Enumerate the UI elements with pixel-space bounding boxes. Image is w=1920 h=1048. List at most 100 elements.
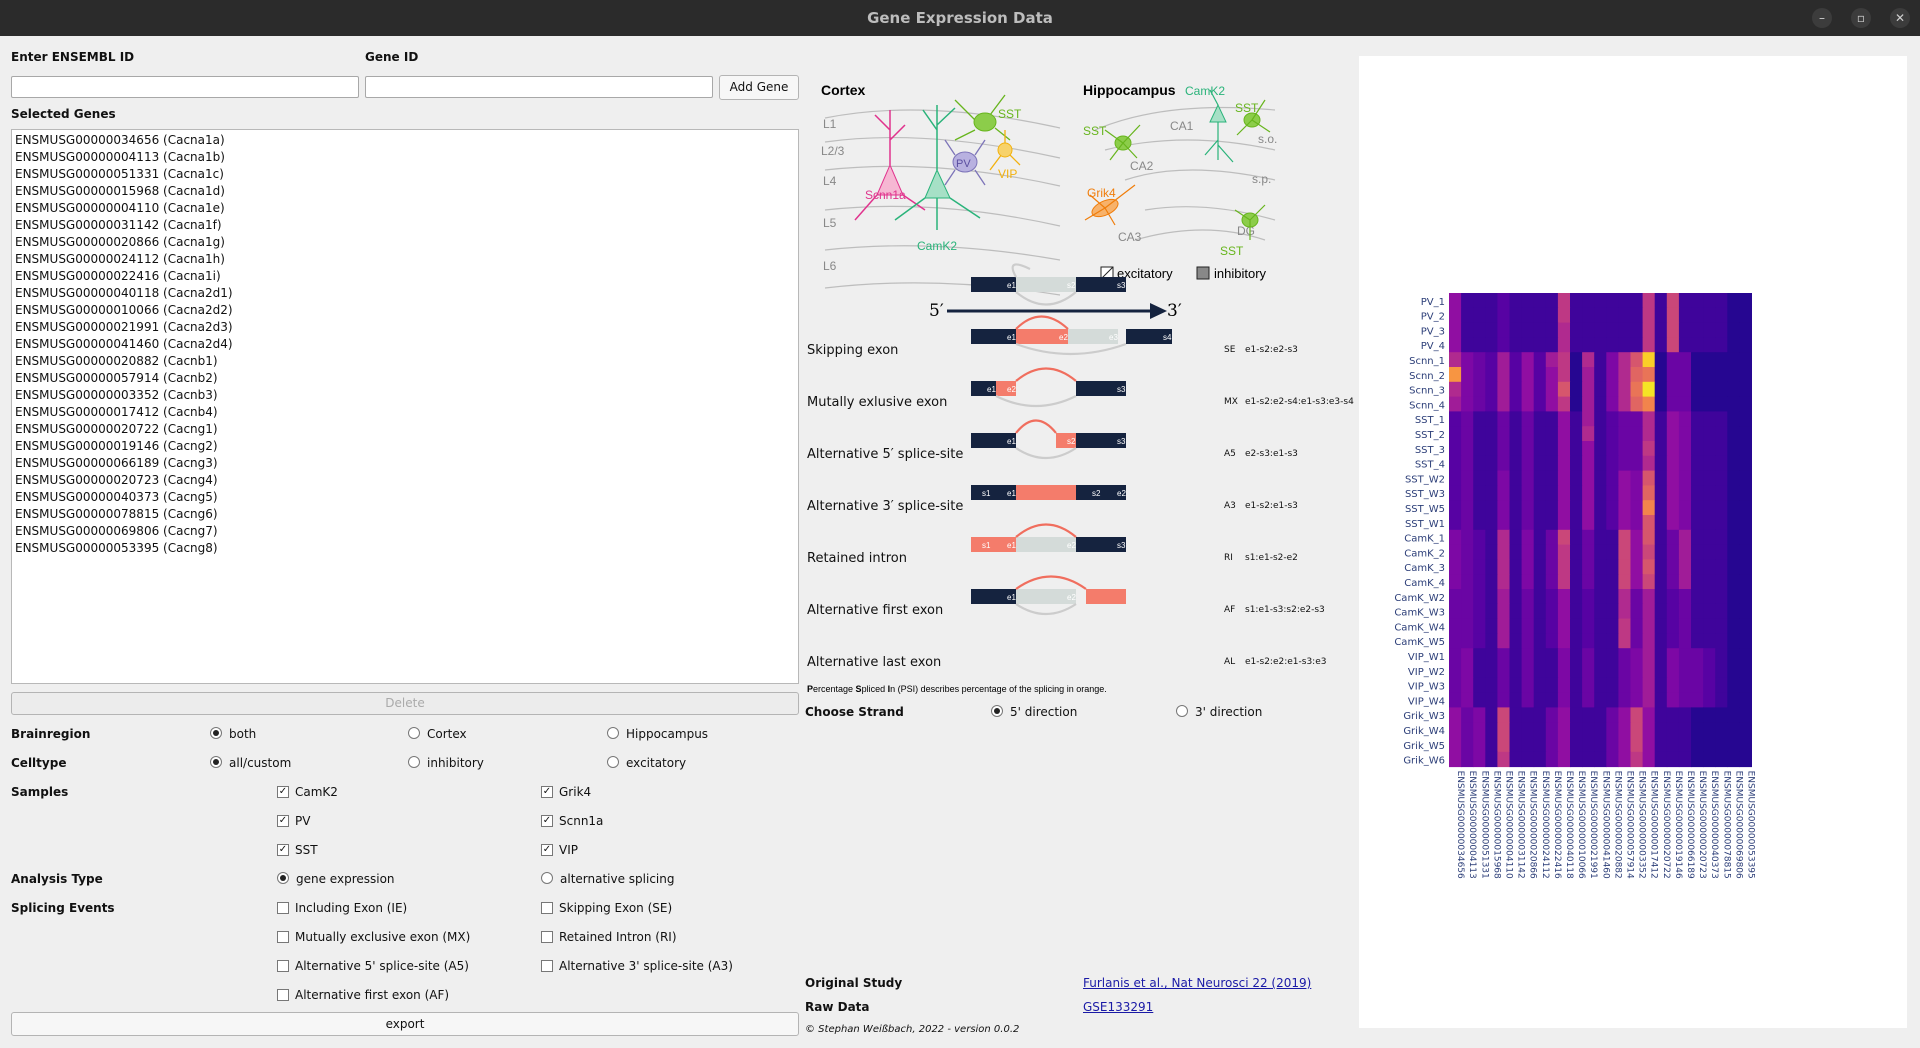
checkbox-pv[interactable]: ✓ bbox=[277, 815, 289, 827]
list-item[interactable]: ENSMUSG00000051331 (Cacna1c) bbox=[15, 167, 224, 181]
heatmap-cell bbox=[1509, 500, 1523, 516]
heatmap-cell bbox=[1545, 559, 1559, 575]
heatmap-row-label: Scnn_1 bbox=[1409, 356, 1445, 367]
checkbox-mx[interactable] bbox=[277, 931, 289, 943]
list-item[interactable]: ENSMUSG00000040373 (Cacng5) bbox=[15, 490, 218, 504]
heatmap-cell bbox=[1545, 485, 1559, 501]
list-item[interactable]: ENSMUSG00000020722 (Cacng1) bbox=[15, 422, 218, 436]
heatmap-cell bbox=[1545, 663, 1559, 679]
heatmap-cell bbox=[1606, 677, 1619, 694]
list-item[interactable]: ENSMUSG00000021991 (Cacna2d3) bbox=[15, 320, 233, 334]
checkbox-scnn1a[interactable]: ✓ bbox=[541, 815, 553, 827]
checkbox-vip[interactable]: ✓ bbox=[541, 844, 553, 856]
radio-alternative-splicing[interactable] bbox=[541, 872, 553, 884]
layer-l6: L6 bbox=[823, 259, 837, 273]
checkbox-a3[interactable] bbox=[541, 960, 553, 972]
checkbox-af[interactable] bbox=[277, 989, 289, 1001]
radio-cortex[interactable] bbox=[408, 727, 420, 739]
heatmap-cell bbox=[1739, 293, 1752, 309]
checkbox-camk2[interactable]: ✓ bbox=[277, 786, 289, 798]
list-item[interactable]: ENSMUSG00000031142 (Cacna1f) bbox=[15, 218, 222, 232]
checkbox-se[interactable] bbox=[541, 902, 553, 914]
radio-hippocampus[interactable] bbox=[607, 727, 619, 739]
list-item[interactable]: ENSMUSG00000069806 (Cacng7) bbox=[15, 524, 218, 538]
list-item[interactable]: ENSMUSG00000041460 (Cacna2d4) bbox=[15, 337, 233, 351]
gene-id-input[interactable] bbox=[365, 76, 713, 98]
heatmap-cell bbox=[1570, 737, 1583, 753]
heatmap-cell bbox=[1461, 455, 1474, 472]
maximize-icon[interactable]: ▫ bbox=[1851, 8, 1871, 28]
close-icon[interactable]: ✕ bbox=[1890, 8, 1910, 28]
raw-data-link[interactable]: GSE133291 bbox=[1083, 1000, 1154, 1014]
heatmap-cell bbox=[1521, 559, 1535, 575]
radio-both[interactable] bbox=[210, 727, 222, 739]
radio-excitatory[interactable] bbox=[607, 756, 619, 768]
selected-genes-list[interactable]: ENSMUSG00000034656 (Cacna1a) ENSMUSG00000… bbox=[11, 129, 799, 684]
exon bbox=[1068, 329, 1118, 344]
ensembl-id-input[interactable] bbox=[11, 76, 359, 98]
list-item[interactable]: ENSMUSG00000057914 (Cacnb2) bbox=[15, 371, 218, 385]
list-item[interactable]: ENSMUSG00000020866 (Cacna1g) bbox=[15, 235, 225, 249]
radio-3-direction[interactable] bbox=[1176, 705, 1188, 717]
radio-5-direction[interactable] bbox=[991, 705, 1003, 717]
radio-gene-expression[interactable] bbox=[277, 872, 289, 884]
choose-strand-label: Choose Strand bbox=[805, 705, 904, 719]
list-item[interactable]: ENSMUSG00000053395 (Cacng8) bbox=[15, 541, 218, 555]
heatmap-cell bbox=[1727, 470, 1740, 486]
list-item[interactable]: ENSMUSG00000019146 (Cacng2) bbox=[15, 439, 218, 453]
heatmap-cell bbox=[1594, 367, 1607, 383]
list-item[interactable]: ENSMUSG00000020723 (Cacng4) bbox=[15, 473, 218, 487]
checkbox-ri[interactable] bbox=[541, 931, 553, 943]
heatmap-cell bbox=[1642, 692, 1656, 708]
heatmap-cell bbox=[1630, 663, 1644, 679]
list-item[interactable]: ENSMUSG00000004113 (Cacna1b) bbox=[15, 150, 225, 164]
list-item[interactable]: ENSMUSG00000020882 (Cacnb1) bbox=[15, 354, 218, 368]
list-item[interactable]: ENSMUSG00000078815 (Cacng6) bbox=[15, 507, 218, 521]
heatmap-cell bbox=[1606, 396, 1619, 412]
heatmap-cell bbox=[1606, 485, 1619, 501]
exon bbox=[991, 537, 1016, 552]
radio-inhibitory[interactable] bbox=[408, 756, 420, 768]
heatmap-cell bbox=[1497, 485, 1510, 501]
list-item[interactable]: ENSMUSG00000034656 (Cacna1a) bbox=[15, 133, 225, 147]
export-button[interactable]: export bbox=[11, 1012, 799, 1036]
minimize-icon[interactable]: – bbox=[1812, 8, 1832, 28]
heatmap-col-label: ENSMUSG00000020722 bbox=[1661, 771, 1671, 879]
heatmap-cell bbox=[1703, 500, 1716, 516]
heatmap-cell bbox=[1666, 470, 1680, 486]
list-item[interactable]: ENSMUSG00000022416 (Cacna1i) bbox=[15, 269, 221, 283]
checkbox-sst[interactable]: ✓ bbox=[277, 844, 289, 856]
heatmap-cell bbox=[1521, 381, 1535, 398]
heatmap-cell bbox=[1557, 470, 1571, 486]
checkbox-ie[interactable] bbox=[277, 902, 289, 914]
heatmap-cell bbox=[1739, 367, 1752, 383]
original-study-link[interactable]: Furlanis et al., Nat Neurosci 22 (2019) bbox=[1083, 976, 1312, 990]
list-item[interactable]: ENSMUSG00000040118 (Cacna2d1) bbox=[15, 286, 233, 300]
heatmap-cell bbox=[1618, 500, 1631, 516]
heatmap-cell bbox=[1727, 485, 1740, 501]
checkbox-grik4[interactable]: ✓ bbox=[541, 786, 553, 798]
list-item[interactable]: ENSMUSG00000024112 (Cacna1h) bbox=[15, 252, 225, 266]
heatmap-cell bbox=[1461, 337, 1474, 353]
list-item[interactable]: ENSMUSG00000017412 (Cacnb4) bbox=[15, 405, 218, 419]
add-gene-button[interactable]: Add Gene bbox=[719, 75, 799, 100]
heatmap-row-label: SST_2 bbox=[1415, 430, 1445, 441]
heatmap-cell bbox=[1557, 633, 1571, 649]
heatmap-cell bbox=[1533, 307, 1547, 324]
list-item[interactable]: ENSMUSG00000004110 (Cacna1e) bbox=[15, 201, 225, 215]
heatmap-cell bbox=[1449, 677, 1462, 694]
list-item[interactable]: ENSMUSG00000066189 (Cacng3) bbox=[15, 456, 218, 470]
heatmap-cell bbox=[1691, 559, 1704, 575]
list-item[interactable]: ENSMUSG00000003352 (Cacnb3) bbox=[15, 388, 218, 402]
heatmap-cell bbox=[1449, 707, 1462, 723]
radio-all-custom[interactable] bbox=[210, 756, 222, 768]
heatmap-cell bbox=[1594, 737, 1607, 753]
heatmap-cell bbox=[1654, 441, 1668, 457]
list-item[interactable]: ENSMUSG00000010066 (Cacna2d2) bbox=[15, 303, 233, 317]
delete-button[interactable]: Delete bbox=[11, 692, 799, 715]
checkbox-a5[interactable] bbox=[277, 960, 289, 972]
heatmap-cell bbox=[1703, 633, 1716, 649]
heatmap-cell bbox=[1642, 648, 1656, 664]
list-item[interactable]: ENSMUSG00000015968 (Cacna1d) bbox=[15, 184, 225, 198]
heatmap-cell bbox=[1545, 633, 1559, 649]
